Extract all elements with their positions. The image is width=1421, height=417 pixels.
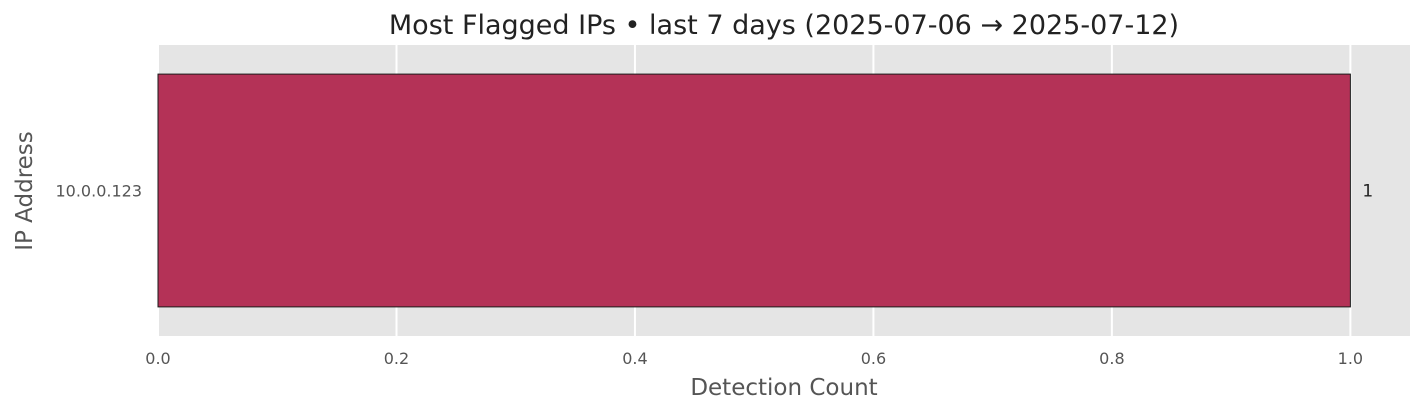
bars: 1 bbox=[157, 73, 1373, 308]
x-tick-label: 0.6 bbox=[861, 349, 886, 368]
x-tick-label: 0.0 bbox=[145, 349, 170, 368]
x-tick-label: 1.0 bbox=[1338, 349, 1363, 368]
y-tick-labels: 10.0.0.123 bbox=[55, 182, 142, 201]
chart-title: Most Flagged IPs • last 7 days (2025-07-… bbox=[389, 10, 1179, 41]
x-tick-label: 0.4 bbox=[622, 349, 647, 368]
bar-value-label: 1 bbox=[1362, 182, 1373, 202]
y-axis-label: IP Address bbox=[12, 131, 38, 251]
x-axis-label: Detection Count bbox=[690, 375, 877, 401]
x-tick-label: 0.2 bbox=[384, 349, 409, 368]
x-tick-labels: 0.0 0.2 0.4 0.6 0.8 1.0 bbox=[145, 349, 1363, 368]
x-tick-label: 0.8 bbox=[1099, 349, 1124, 368]
bar bbox=[157, 73, 1351, 308]
y-tick-label: 10.0.0.123 bbox=[55, 182, 142, 201]
